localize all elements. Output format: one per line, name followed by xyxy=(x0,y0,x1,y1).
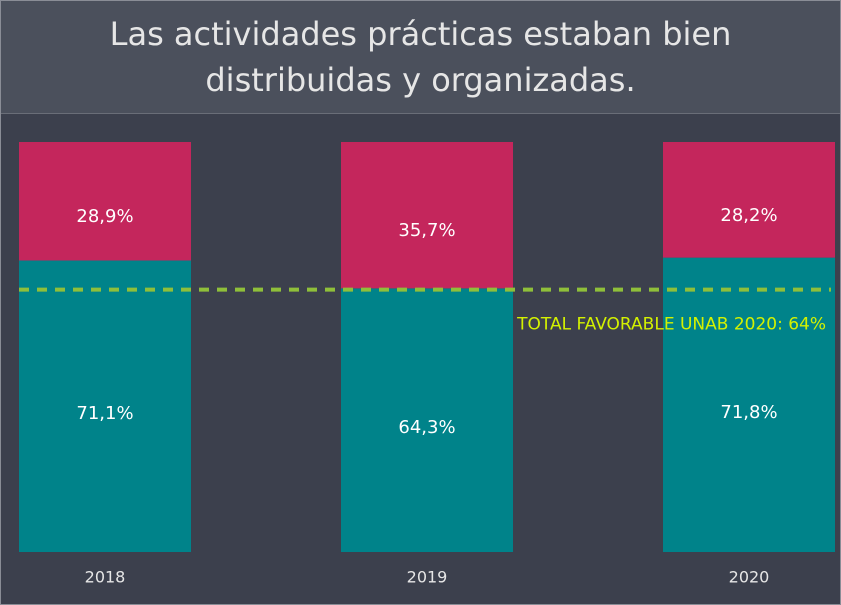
x-tick-label: 2018 xyxy=(85,568,126,587)
value-label: 71,1% xyxy=(76,403,133,424)
value-label: 71,8% xyxy=(720,402,777,423)
bar-segment xyxy=(341,288,513,552)
value-label: 28,9% xyxy=(76,206,133,227)
bar-segment xyxy=(19,260,191,552)
bar-segment xyxy=(19,142,191,261)
bar-segment xyxy=(663,142,835,258)
x-tick-label: 2020 xyxy=(729,568,770,587)
bar-segment xyxy=(341,142,513,289)
x-tick-label: 2019 xyxy=(407,568,448,587)
bar-segment xyxy=(663,257,835,552)
value-label: 35,7% xyxy=(398,220,455,241)
value-label: 28,2% xyxy=(720,205,777,226)
reference-label: TOTAL FAVORABLE UNAB 2020: 64% xyxy=(516,315,826,335)
value-label: 64,3% xyxy=(398,417,455,438)
title-box: Las actividades prácticas estaban bien d… xyxy=(1,1,840,114)
chart-title: Las actividades prácticas estaban bien d… xyxy=(109,15,732,99)
